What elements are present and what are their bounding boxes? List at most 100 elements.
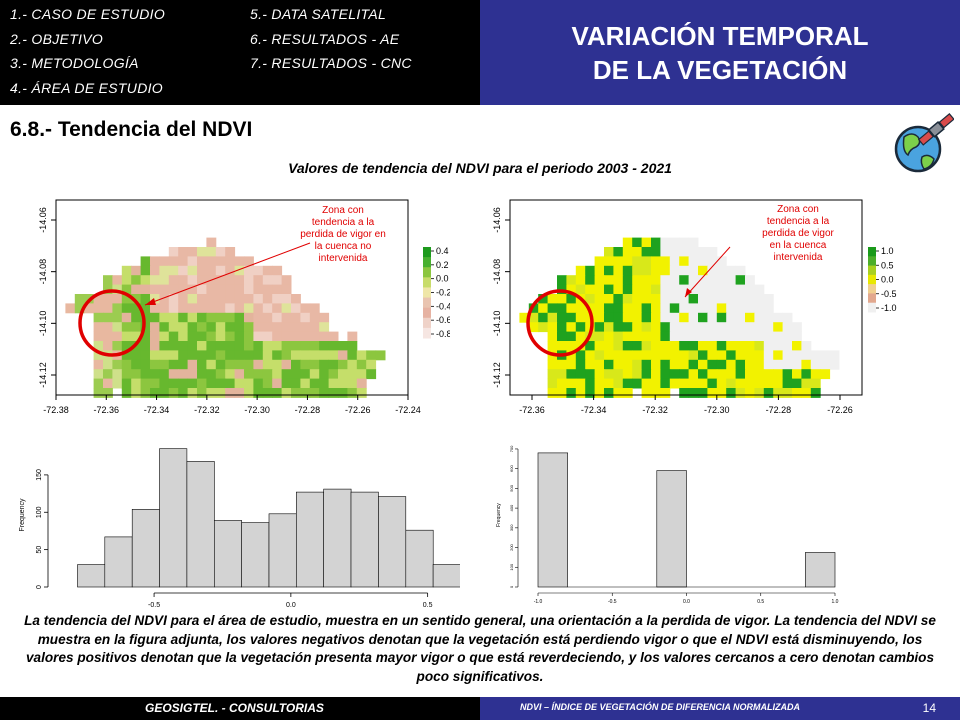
histogram-bar: [378, 496, 407, 588]
histogram-bar: [159, 448, 188, 588]
histogram-bar: [186, 461, 215, 588]
histogram-bar: [295, 491, 324, 588]
legend-swatch: [423, 317, 431, 329]
legend-swatch: [868, 284, 876, 294]
x-tick-label: -72.34: [144, 405, 170, 415]
annotation-text: en la cuenca: [770, 240, 827, 251]
x-tick-label: -72.36: [519, 405, 545, 415]
legend-swatch: [868, 247, 876, 257]
x-tick-label: -72.36: [94, 405, 120, 415]
y-tick-label: 300: [509, 524, 514, 531]
highlight-circle: [78, 289, 146, 357]
legend-label: 0.0: [436, 274, 449, 284]
y-tick-label: -14.10: [38, 311, 48, 337]
annotation-text: perdida de vigor: [762, 228, 834, 239]
footer-company: GEOSIGTEL. - CONSULTORIAS: [145, 701, 324, 715]
highlight-circle: [526, 289, 594, 357]
x-tick-label: 0.0: [286, 602, 296, 609]
annotation-text: Zona con: [777, 204, 819, 215]
globe-satellite-icon: [894, 113, 954, 173]
y-tick-label: -14.10: [492, 311, 502, 337]
x-tick-label: -72.30: [244, 405, 270, 415]
legend-label: -0.6: [436, 315, 450, 325]
nav-item-resultados-ae[interactable]: 6.- RESULTADOS - AE: [250, 31, 400, 47]
histogram-bar: [350, 491, 379, 588]
y-tick-label: 50: [36, 546, 43, 554]
x-tick-label: 0.5: [757, 599, 764, 605]
x-tick-label: -72.30: [704, 405, 730, 415]
legend-swatch: [868, 293, 876, 304]
footer-note: NDVI – ÍNDICE DE VEGETACIÓN DE DIFERENCI…: [520, 702, 801, 712]
map-frame: [509, 199, 863, 396]
nav-item-metodologia[interactable]: 3.- METODOLOGÍA: [10, 55, 139, 71]
ndvi-trend-map-right: -14.06 -14.08 -14.10 -14.12 -72.36 -72.34 -72.…: [492, 199, 897, 415]
x-tick-label: -1.0: [534, 599, 543, 605]
x-tick-label: 0.0: [683, 599, 690, 605]
legend-swatch: [868, 256, 876, 267]
legend-label: -0.4: [436, 301, 450, 311]
annotation-text: intervenida: [774, 252, 823, 263]
annotation-text: Zona con: [322, 205, 364, 216]
annotation-text: tendencia a la: [767, 216, 830, 227]
histogram-bar: [656, 470, 687, 588]
legend-swatch: [423, 307, 431, 319]
x-tick-label: -72.32: [194, 405, 220, 415]
header-title-line2: DE LA VEGETACIÓN: [592, 54, 848, 85]
y-tick-label: 600: [509, 465, 514, 472]
nav-item-area[interactable]: 4.- ÁREA DE ESTUDIO: [10, 80, 163, 96]
x-tick-label: 0.5: [423, 602, 433, 609]
legend-swatch: [423, 327, 431, 339]
ndvi-trend-map-left: -14.06 -14.08 -14.10 -14.12 -72.38 -72.36 -72.…: [38, 199, 450, 415]
histogram-bar: [405, 529, 434, 588]
y-tick-label: -14.06: [38, 207, 48, 233]
legend-swatch: [868, 302, 876, 313]
annotation-text: intervenida: [319, 253, 368, 264]
nav-panel: 1.- CASO DE ESTUDIO 2.- OBJETIVO 3.- MET…: [0, 0, 480, 105]
legend-swatch: [868, 265, 876, 276]
nav-item-data[interactable]: 5.- DATA SATELITAL: [250, 6, 387, 22]
y-tick-label: -14.06: [492, 207, 502, 233]
x-tick-label: -0.5: [148, 602, 160, 609]
annotation-text: tendencia a la: [312, 217, 375, 228]
y-tick-label: -14.12: [492, 362, 502, 388]
body-paragraph: La tendencia del NDVI para el área de es…: [24, 613, 936, 684]
legend-swatch: [423, 267, 431, 278]
legend-label: -0.8: [436, 329, 450, 339]
y-tick-label: 500: [509, 484, 514, 491]
x-tick-label: 1.0: [832, 599, 839, 605]
map-frame: [55, 199, 409, 396]
y-axis-label: Frequency: [19, 498, 26, 532]
x-tick-label: -72.24: [395, 405, 421, 415]
histogram-bar: [131, 509, 160, 588]
x-tick-label: -72.32: [642, 405, 668, 415]
x-tick-label: -72.26: [345, 405, 371, 415]
y-axis-label: Frequency: [496, 503, 502, 527]
histogram-bar: [104, 536, 133, 588]
legend-label: 1.0: [881, 246, 894, 256]
y-tick-label: -14.12: [38, 362, 48, 388]
x-tick-label: -72.34: [581, 405, 607, 415]
annotation-text: perdida de vigor en: [300, 229, 386, 240]
x-tick-label: -0.5: [608, 599, 617, 605]
histogram-bar: [241, 522, 270, 588]
histogram-right: 0 100 200 300 400 500 600 700 Frequency -1.0 -0.5 0…: [496, 445, 839, 605]
section-title: 6.8.- Tendencia del NDVI: [10, 118, 253, 141]
histogram-bar: [804, 552, 836, 588]
header-title-panel: VARIACIÓN TEMPORAL DE LA VEGETACIÓN: [480, 0, 960, 105]
annotation-text: la cuenca no: [315, 241, 372, 252]
annotation-arrow: [684, 246, 731, 298]
y-tick-label: 400: [509, 504, 514, 511]
y-tick-label: 700: [509, 445, 514, 452]
histogram-bar: [268, 513, 297, 588]
nav-item-caso[interactable]: 1.- CASO DE ESTUDIO: [10, 6, 166, 22]
y-tick-label: -14.08: [38, 259, 48, 285]
footer-left: GEOSIGTEL. - CONSULTORIAS: [0, 697, 480, 720]
nav-item-resultados-cnc[interactable]: 7.- RESULTADOS - CNC: [250, 55, 412, 71]
histogram-bar: [77, 564, 106, 588]
histogram-bar: [537, 452, 569, 588]
x-tick-label: -72.28: [295, 405, 321, 415]
map-raster: [65, 237, 386, 398]
x-tick-label: -72.26: [827, 405, 853, 415]
nav-item-objetivo[interactable]: 2.- OBJETIVO: [10, 31, 104, 47]
